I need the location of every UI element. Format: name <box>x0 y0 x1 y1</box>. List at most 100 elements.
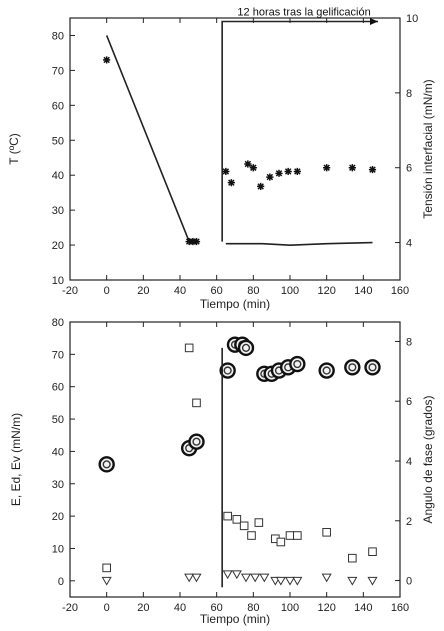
data-point-triangle <box>222 570 233 580</box>
y-left-tick-label: 10 <box>52 275 64 287</box>
y-left-tick-label: 60 <box>52 382 64 394</box>
data-point-triangle <box>191 573 202 583</box>
x-tick-label: 160 <box>391 285 409 297</box>
y-left-tick-label: 80 <box>52 317 64 329</box>
y-right-axis-label: Tensión interfacial (mN/m) <box>421 79 435 218</box>
data-point-asterisk <box>227 179 235 187</box>
data-point-circle <box>188 433 205 450</box>
y-left-tick-label: 50 <box>52 414 64 426</box>
data-point-circle <box>219 362 236 379</box>
data-point-triangle <box>250 573 261 583</box>
data-point-circle-inner <box>223 366 232 375</box>
x-tick-label: 40 <box>174 602 186 614</box>
data-point-square <box>192 398 201 408</box>
data-point-circle <box>98 456 115 473</box>
plot-frame <box>69 321 401 598</box>
data-point-asterisk <box>348 164 356 172</box>
data-point-asterisk <box>293 167 301 176</box>
data-point-triangle <box>284 576 296 586</box>
y-left-tick-label: 70 <box>52 349 64 361</box>
x-tick-label: 20 <box>137 602 149 614</box>
data-point-triangle <box>101 576 112 586</box>
x-tick-label: 80 <box>247 285 259 297</box>
data-point-triangle <box>240 573 252 583</box>
series-line <box>225 241 373 246</box>
x-tick-label: -20 <box>62 602 78 614</box>
series-1 <box>105 35 199 243</box>
y-right-tick-label: 8 <box>406 88 412 100</box>
data-point-circle-inner <box>192 437 201 446</box>
series-3 <box>101 570 378 586</box>
y-right-tick-label: 2 <box>406 516 412 528</box>
y-left-axis-label: T (ºC) <box>7 133 21 165</box>
x-tick-label: -20 <box>62 285 78 297</box>
y-left-tick-label: 30 <box>52 205 64 217</box>
x-tick-label: 40 <box>174 285 186 297</box>
data-point-triangle <box>292 576 303 586</box>
data-point-asterisk <box>323 164 331 172</box>
data-point-triangle <box>367 576 378 586</box>
data-point-triangle <box>347 576 358 586</box>
series-2 <box>221 20 378 242</box>
data-point-circle-inner <box>102 460 111 469</box>
data-point-asterisk <box>189 237 197 246</box>
y-right-tick-label: 4 <box>406 456 412 468</box>
x-tick-label: 0 <box>104 602 110 614</box>
x-tick-label: 100 <box>281 285 299 297</box>
series-5 <box>222 160 377 191</box>
data-point-triangle <box>275 576 286 586</box>
y-left-tick-label: 40 <box>52 446 64 458</box>
data-point-asterisk <box>275 169 283 177</box>
data-point-circle <box>318 362 335 379</box>
x-tick-label: 100 <box>281 602 299 614</box>
x-tick-label: 140 <box>354 285 372 297</box>
x-tick-label: 140 <box>354 602 372 614</box>
y-right-tick-label: 4 <box>406 238 412 250</box>
x-tick-label: 120 <box>317 602 335 614</box>
x-tick-label: 120 <box>317 285 335 297</box>
data-point-asterisk <box>249 164 257 172</box>
data-point-asterisk <box>192 237 201 246</box>
x-tick-label: 20 <box>137 285 149 297</box>
data-point-asterisk <box>368 165 377 174</box>
chart-panel-2: -20 0 20 40 60 80 100 120 140 160 0 10 20 30 40 50 60 70 8… <box>9 317 435 626</box>
data-point-circle-inner <box>322 366 331 375</box>
data-point-asterisk <box>284 167 292 176</box>
x-axis-label: Tiempo (min) <box>200 297 270 311</box>
y-left-tick-label: 20 <box>52 511 64 523</box>
data-point-circle <box>364 359 381 376</box>
data-point-square <box>239 521 249 531</box>
x-tick-label: 80 <box>247 602 259 614</box>
y-right-tick-label: 10 <box>406 13 418 25</box>
data-point-triangle <box>259 573 270 583</box>
y-left-tick-label: 10 <box>52 543 64 555</box>
data-point-circle-inner <box>368 363 377 372</box>
y-right-tick-label: 6 <box>406 163 412 175</box>
y-left-tick-label: 20 <box>52 240 64 252</box>
series-3 <box>225 241 373 246</box>
series-1 <box>98 336 381 473</box>
y-left-tick-label: 0 <box>58 576 64 588</box>
plot-frame <box>69 17 401 281</box>
annotation-arrowhead <box>370 17 378 25</box>
data-point-asterisk <box>222 167 230 176</box>
y-left-tick-label: 30 <box>52 479 64 491</box>
data-point-square <box>223 511 232 521</box>
chart-panel-1: -20 0 20 40 60 80 100 120 140 160 10 20 30 40 50 60 70 80… <box>7 6 435 311</box>
data-point-square <box>184 343 194 353</box>
data-point-square <box>285 531 295 540</box>
x-tick-label: 60 <box>211 602 223 614</box>
data-point-circle <box>344 359 361 376</box>
data-point-square <box>254 518 264 527</box>
data-point-circle-inner <box>293 359 302 369</box>
series-line <box>221 20 378 242</box>
data-point-circle <box>289 355 306 373</box>
series-2 <box>102 343 377 573</box>
annotation-text: 12 horas tras la gelificación <box>237 6 370 18</box>
data-point-square <box>322 527 331 537</box>
data-point-square <box>276 537 286 547</box>
x-tick-label: 160 <box>391 602 409 614</box>
series-4 <box>103 56 201 246</box>
x-axis-label: Tiempo (min) <box>200 612 270 626</box>
